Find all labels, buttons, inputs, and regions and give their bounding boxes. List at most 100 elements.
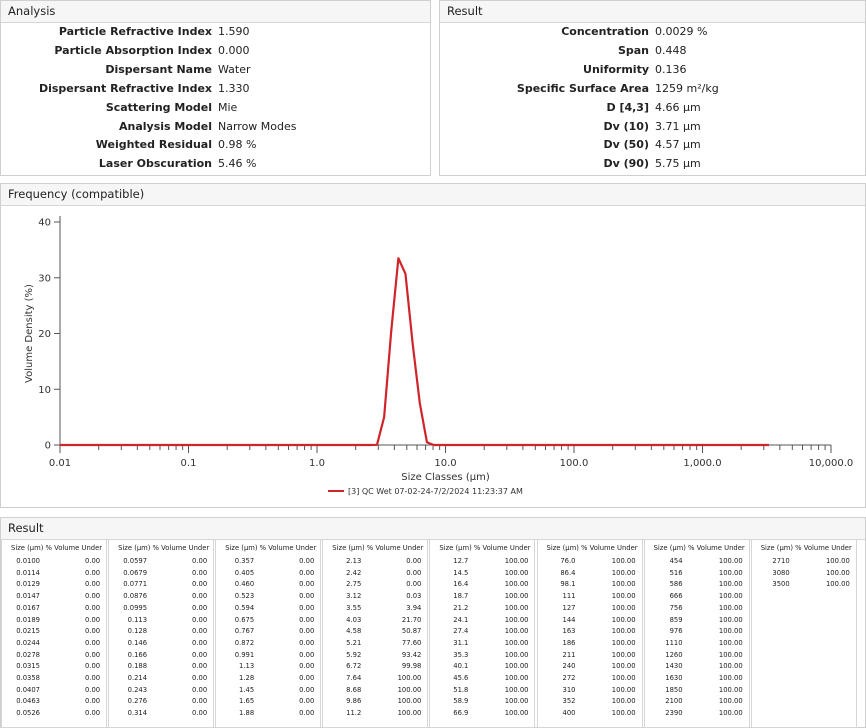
field-label: Dispersant Name — [105, 62, 212, 76]
size-cell: 0.675 — [234, 615, 255, 624]
field-value: Narrow Modes — [218, 119, 297, 133]
percent-cell: 100.00 — [718, 697, 743, 706]
field-label: Dv (10) — [603, 119, 650, 133]
percent-cell: 100.00 — [504, 603, 529, 612]
size-cell: 1850 — [665, 685, 683, 694]
percent-cell: 100.00 — [611, 662, 636, 671]
percent-cell: 0.00 — [299, 674, 315, 682]
size-cell: 1260 — [665, 650, 683, 659]
percent-cell: 100.00 — [718, 709, 743, 718]
field-value: 0.136 — [655, 62, 687, 76]
percent-cell: 0.00 — [299, 650, 315, 659]
x-tick-label: 10.0 — [434, 458, 456, 469]
percent-cell: 100.00 — [397, 685, 422, 694]
field-value: Mie — [218, 100, 238, 114]
column-header: % Volume Under — [795, 544, 852, 552]
percent-cell: 100.00 — [611, 709, 636, 718]
percent-cell: 100.00 — [504, 697, 529, 706]
field-value: 0.98 % — [218, 138, 257, 152]
table-group: Size (µm)% Volume Under 12.7 100.00 14.5 100… — [429, 540, 536, 728]
field-value: 1.590 — [218, 25, 250, 38]
size-cell: 0.166 — [127, 650, 148, 659]
percent-cell: 0.00 — [84, 568, 101, 577]
size-cell: 186 — [562, 638, 576, 647]
size-cell: 31.1 — [453, 638, 469, 647]
percent-cell: 0.00 — [84, 650, 101, 659]
table-panel: Result Size (µm)% Volume Under 0.0100 0.00… — [0, 517, 866, 728]
size-cell: 0.214 — [127, 674, 148, 682]
x-tick-label: 0.1 — [181, 458, 197, 469]
percent-cell: 100.00 — [611, 557, 636, 565]
field-label: Particle Refractive Index — [58, 25, 212, 38]
size-cell: 756 — [669, 603, 683, 612]
column-header: % Volume Under — [152, 544, 210, 552]
size-cell: 0.594 — [234, 603, 255, 612]
percent-cell: 100.00 — [718, 592, 743, 601]
size-cell: 2390 — [665, 709, 683, 718]
size-cell: 3500 — [772, 580, 790, 589]
field-label: Laser Obscuration — [98, 157, 212, 171]
table-group: Size (µm)% Volume Under 2.13 0.00 2.42 0.00 2… — [322, 540, 429, 728]
percent-cell: 100.00 — [611, 592, 636, 601]
percent-cell: 0.00 — [192, 557, 208, 565]
size-cell: 7.64 — [346, 674, 362, 682]
percent-cell: 50.87 — [401, 627, 422, 636]
percent-cell: 0.00 — [299, 638, 315, 647]
percent-cell: 100.00 — [611, 674, 636, 682]
percent-cell: 100.00 — [825, 580, 850, 589]
percent-cell: 0.00 — [192, 685, 208, 694]
field-value: 4.66 µm — [655, 100, 701, 114]
percent-cell: 100.00 — [718, 603, 743, 612]
percent-cell: 0.00 — [299, 662, 315, 671]
size-cell: 0.0407 — [16, 685, 40, 694]
percent-cell: 0.00 — [192, 615, 208, 624]
column-header: % Volume Under — [688, 544, 745, 552]
size-cell: 352 — [562, 697, 576, 706]
percent-cell: 100.00 — [825, 568, 850, 577]
size-cell: 0.460 — [234, 580, 255, 589]
size-cell: 0.0278 — [16, 650, 40, 659]
percent-cell: 100.00 — [611, 627, 636, 636]
column-header: % Volume Under — [366, 544, 424, 552]
panel-title: Result — [1, 518, 865, 540]
percent-cell: 100.00 — [504, 557, 529, 565]
size-cell: 3.12 — [346, 592, 362, 601]
percent-cell: 100.00 — [504, 592, 529, 601]
x-tick-label: 1,000.0 — [683, 458, 721, 469]
percent-cell: 0.00 — [84, 662, 101, 671]
percent-cell: 100.00 — [504, 662, 529, 671]
x-tick-label: 0.01 — [49, 458, 71, 469]
size-cell: 6.72 — [346, 662, 362, 671]
size-cell: 0.0463 — [16, 697, 40, 706]
percent-cell: 100.00 — [611, 697, 636, 706]
panel-title: Frequency (compatible) — [1, 184, 865, 206]
percent-cell: 0.00 — [299, 709, 315, 718]
percent-cell: 100.00 — [397, 674, 422, 682]
percent-cell: 0.00 — [192, 580, 208, 589]
percent-cell: 100.00 — [718, 568, 743, 577]
percent-cell: 0.00 — [299, 557, 315, 565]
percent-cell: 0.00 — [192, 662, 208, 671]
table-group: Size (µm)% Volume Under 76.0 100.00 86.4 100… — [536, 540, 643, 728]
percent-cell: 100.00 — [504, 580, 529, 589]
percent-cell: 99.98 — [401, 662, 422, 671]
percent-cell: 100.00 — [504, 650, 529, 659]
size-cell: 11.2 — [346, 709, 362, 718]
field-value: 1259 m²/kg — [655, 81, 719, 95]
size-cell: 0.0189 — [16, 615, 40, 624]
data-line — [60, 257, 769, 447]
percent-cell: 0.00 — [299, 592, 315, 601]
size-cell: 400 — [562, 709, 576, 718]
field-value: 5.75 µm — [655, 157, 701, 171]
percent-cell: 100.00 — [611, 650, 636, 659]
percent-cell: 0.00 — [84, 685, 101, 694]
size-cell: 0.991 — [234, 650, 255, 659]
percent-cell: 0.00 — [299, 697, 315, 706]
field-value: 0.448 — [655, 43, 687, 57]
size-cell: 0.0358 — [16, 674, 40, 682]
size-cell: 272 — [562, 674, 576, 682]
field-label: Dv (90) — [603, 157, 650, 171]
percent-cell: 0.00 — [192, 568, 208, 577]
percent-cell: 100.00 — [504, 627, 529, 636]
chart-panel: Frequency (compatible) 0 10 20 30 40 0.01 0.1 1… — [0, 183, 866, 508]
